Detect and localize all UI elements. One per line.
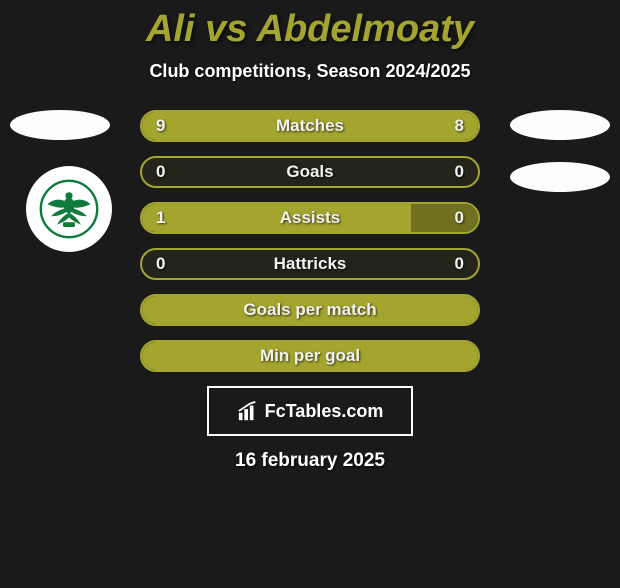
chart-icon (237, 400, 259, 422)
stat-label: Hattricks (142, 250, 478, 278)
stat-row: Hattricks0 0 (140, 248, 480, 280)
stat-label: Min per goal (142, 342, 478, 370)
player1-avatar-placeholder (10, 110, 110, 140)
page-title: Ali vs Abdelmoaty (0, 8, 620, 51)
stat-label: Goals (142, 158, 478, 186)
vs-text: vs (205, 8, 247, 50)
stat-row: Goals per match (140, 294, 480, 326)
stat-row: Matches9 8 (140, 110, 480, 142)
stats-bars: Matches98Goals00Assists10Hattricks00Goal… (140, 110, 480, 372)
stat-value-left: 0 (156, 250, 165, 278)
date-text: 16 february 2025 (0, 450, 620, 472)
stat-value-right: 8 (455, 112, 464, 140)
stat-value-right: 0 (455, 158, 464, 186)
stat-row: Assists1 0 (140, 202, 480, 234)
player2-club-placeholder (510, 162, 610, 192)
player2-name: Abdelmoaty (257, 8, 474, 50)
stat-row: Min per goal (140, 340, 480, 372)
stat-value-right: 0 (455, 250, 464, 278)
branding-text: FcTables.com (265, 401, 384, 422)
stat-row: Goals0 0 (140, 156, 480, 188)
stat-label: Assists (142, 204, 478, 232)
stat-value-left: 0 (156, 158, 165, 186)
stat-value-right: 0 (455, 204, 464, 232)
content-area: Matches98Goals00Assists10Hattricks00Goal… (0, 110, 620, 372)
stat-label: Goals per match (142, 296, 478, 324)
subtitle: Club competitions, Season 2024/2025 (0, 61, 620, 82)
branding-box[interactable]: FcTables.com (207, 386, 413, 436)
player2-avatar-placeholder (510, 110, 610, 140)
stat-label: Matches (142, 112, 478, 140)
player1-name: Ali (146, 8, 195, 50)
stat-value-left: 9 (156, 112, 165, 140)
stat-value-left: 1 (156, 204, 165, 232)
player1-club-badge (26, 166, 112, 252)
eagle-badge-icon (39, 179, 99, 239)
